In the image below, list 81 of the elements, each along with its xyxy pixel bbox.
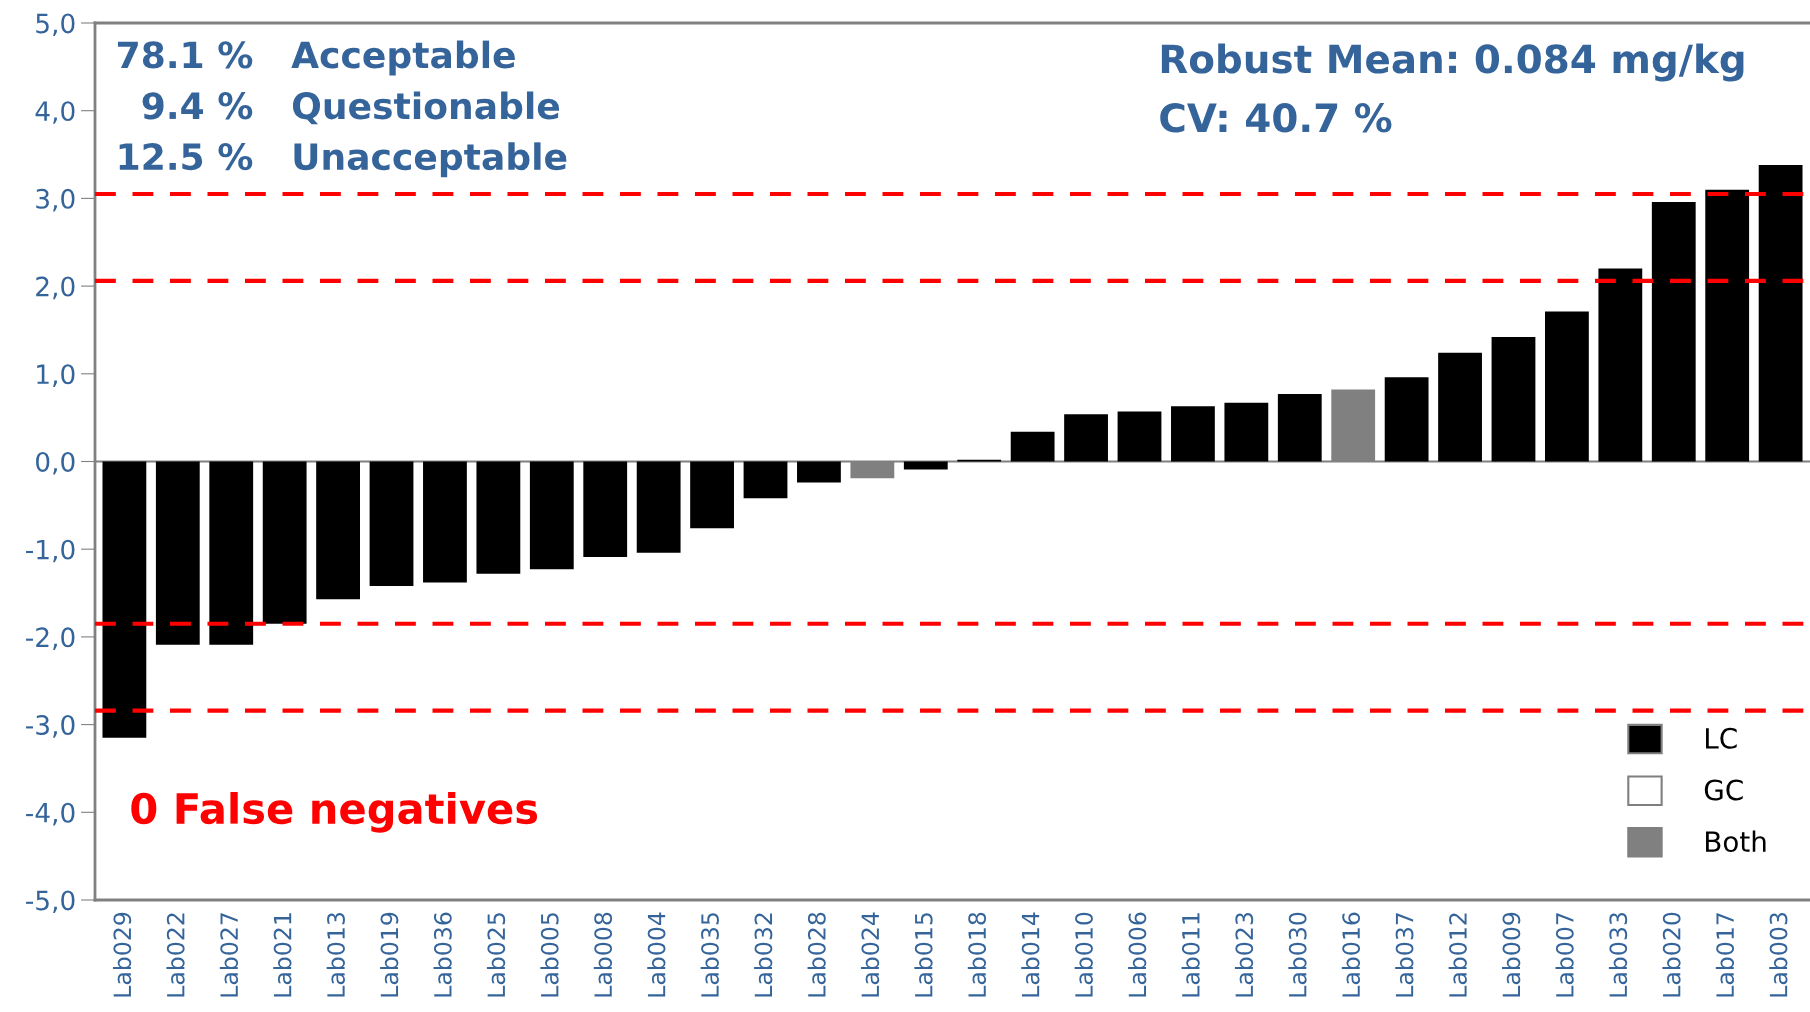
bar <box>476 461 521 574</box>
x-tick-label: Lab012 <box>1448 913 1467 997</box>
bar <box>1705 189 1750 462</box>
legend-label: LC <box>1706 727 1737 749</box>
bar <box>690 461 734 529</box>
bar <box>316 461 360 600</box>
bar <box>903 461 948 470</box>
annotation: 12.5 % Unacceptable <box>119 142 567 178</box>
x-tick-label: Lab005 <box>540 913 559 997</box>
bar <box>1651 201 1696 462</box>
bar <box>262 461 307 624</box>
x-tick-label: Lab013 <box>326 913 345 997</box>
x-tick-label: Lab016 <box>1341 912 1361 997</box>
y-tick-label: 3,0 <box>36 188 75 212</box>
y-tick-label: -4,0 <box>26 802 75 826</box>
y-tick-label: 4,0 <box>35 101 75 124</box>
annotation: 0 False negatives <box>131 791 538 833</box>
x-tick-label: Lab028 <box>807 912 826 997</box>
x-tick-label: Lab006 <box>1128 912 1147 997</box>
x-tick-label: Lab025 <box>486 913 506 997</box>
bar <box>155 461 200 645</box>
bar <box>1171 406 1215 462</box>
x-tick-label: Lab018 <box>967 912 987 997</box>
bar <box>102 461 147 738</box>
legend-label: GC <box>1704 779 1743 801</box>
y-tick-label: -3,0 <box>26 715 75 738</box>
x-tick-label: Lab022 <box>166 913 185 997</box>
x-tick-label: Lab037 <box>1395 913 1414 997</box>
x-tick-label: Lab010 <box>1074 912 1093 997</box>
bar <box>1224 402 1269 462</box>
bar <box>1491 336 1536 462</box>
x-tick-label: Lab029 <box>112 912 132 997</box>
annotation: CV: 40.7 % <box>1160 103 1392 133</box>
bar <box>1064 414 1108 462</box>
x-tick-label: Lab007 <box>1555 913 1574 997</box>
y-tick-label: 5,0 <box>36 13 75 37</box>
x-tick-label: Lab035 <box>700 913 719 997</box>
x-tick-label: Lab004 <box>647 912 666 997</box>
y-tick-label: -2,0 <box>26 627 75 650</box>
x-tick-label: Lab032 <box>754 913 773 997</box>
bar <box>1010 431 1055 462</box>
y-tick-label: 2,0 <box>36 276 75 300</box>
x-tick-label: Lab008 <box>593 912 613 997</box>
x-tick-label: Lab003 <box>1769 913 1788 997</box>
x-tick-label: Lab020 <box>1662 912 1681 997</box>
bar <box>369 461 414 587</box>
legend-label: Both <box>1706 830 1766 853</box>
bar <box>583 461 628 558</box>
bar <box>423 461 467 583</box>
bar <box>1438 352 1482 462</box>
annotation: Robust Mean: 0.084 mg/kg <box>1161 43 1744 82</box>
bar <box>1598 268 1643 462</box>
bar <box>797 461 841 483</box>
x-tick-label: Lab036 <box>433 912 452 997</box>
y-tick-label: 1,0 <box>37 364 75 387</box>
x-tick-label: Lab024 <box>860 912 880 997</box>
x-tick-label: Lab033 <box>1608 913 1628 997</box>
annotation: 78.1 % Acceptable <box>117 40 515 76</box>
x-tick-label: Lab030 <box>1288 912 1307 997</box>
bar <box>1277 393 1322 462</box>
x-tick-label: Lab015 <box>914 913 933 997</box>
bar <box>1545 311 1589 462</box>
x-tick-label: Lab027 <box>219 913 239 997</box>
bar <box>1758 165 1803 462</box>
bar <box>529 461 574 570</box>
bar <box>1384 377 1429 462</box>
y-tick-label: 0,0 <box>36 451 75 475</box>
annotation: 9.4 % Questionable <box>142 91 560 125</box>
x-tick-label: Lab019 <box>380 912 399 997</box>
x-tick-label: Lab017 <box>1715 913 1735 997</box>
bar <box>636 461 681 553</box>
bar <box>1117 411 1162 462</box>
x-tick-label: Lab009 <box>1502 912 1521 997</box>
y-tick-label: -1,0 <box>26 539 75 563</box>
y-tick-label: -5,0 <box>26 890 75 914</box>
bar <box>209 461 254 645</box>
x-tick-label: Lab021 <box>273 913 292 997</box>
x-tick-label: Lab011 <box>1181 913 1200 997</box>
x-tick-label: Lab023 <box>1234 913 1254 997</box>
x-tick-label: Lab014 <box>1021 912 1040 997</box>
bar <box>743 461 788 499</box>
